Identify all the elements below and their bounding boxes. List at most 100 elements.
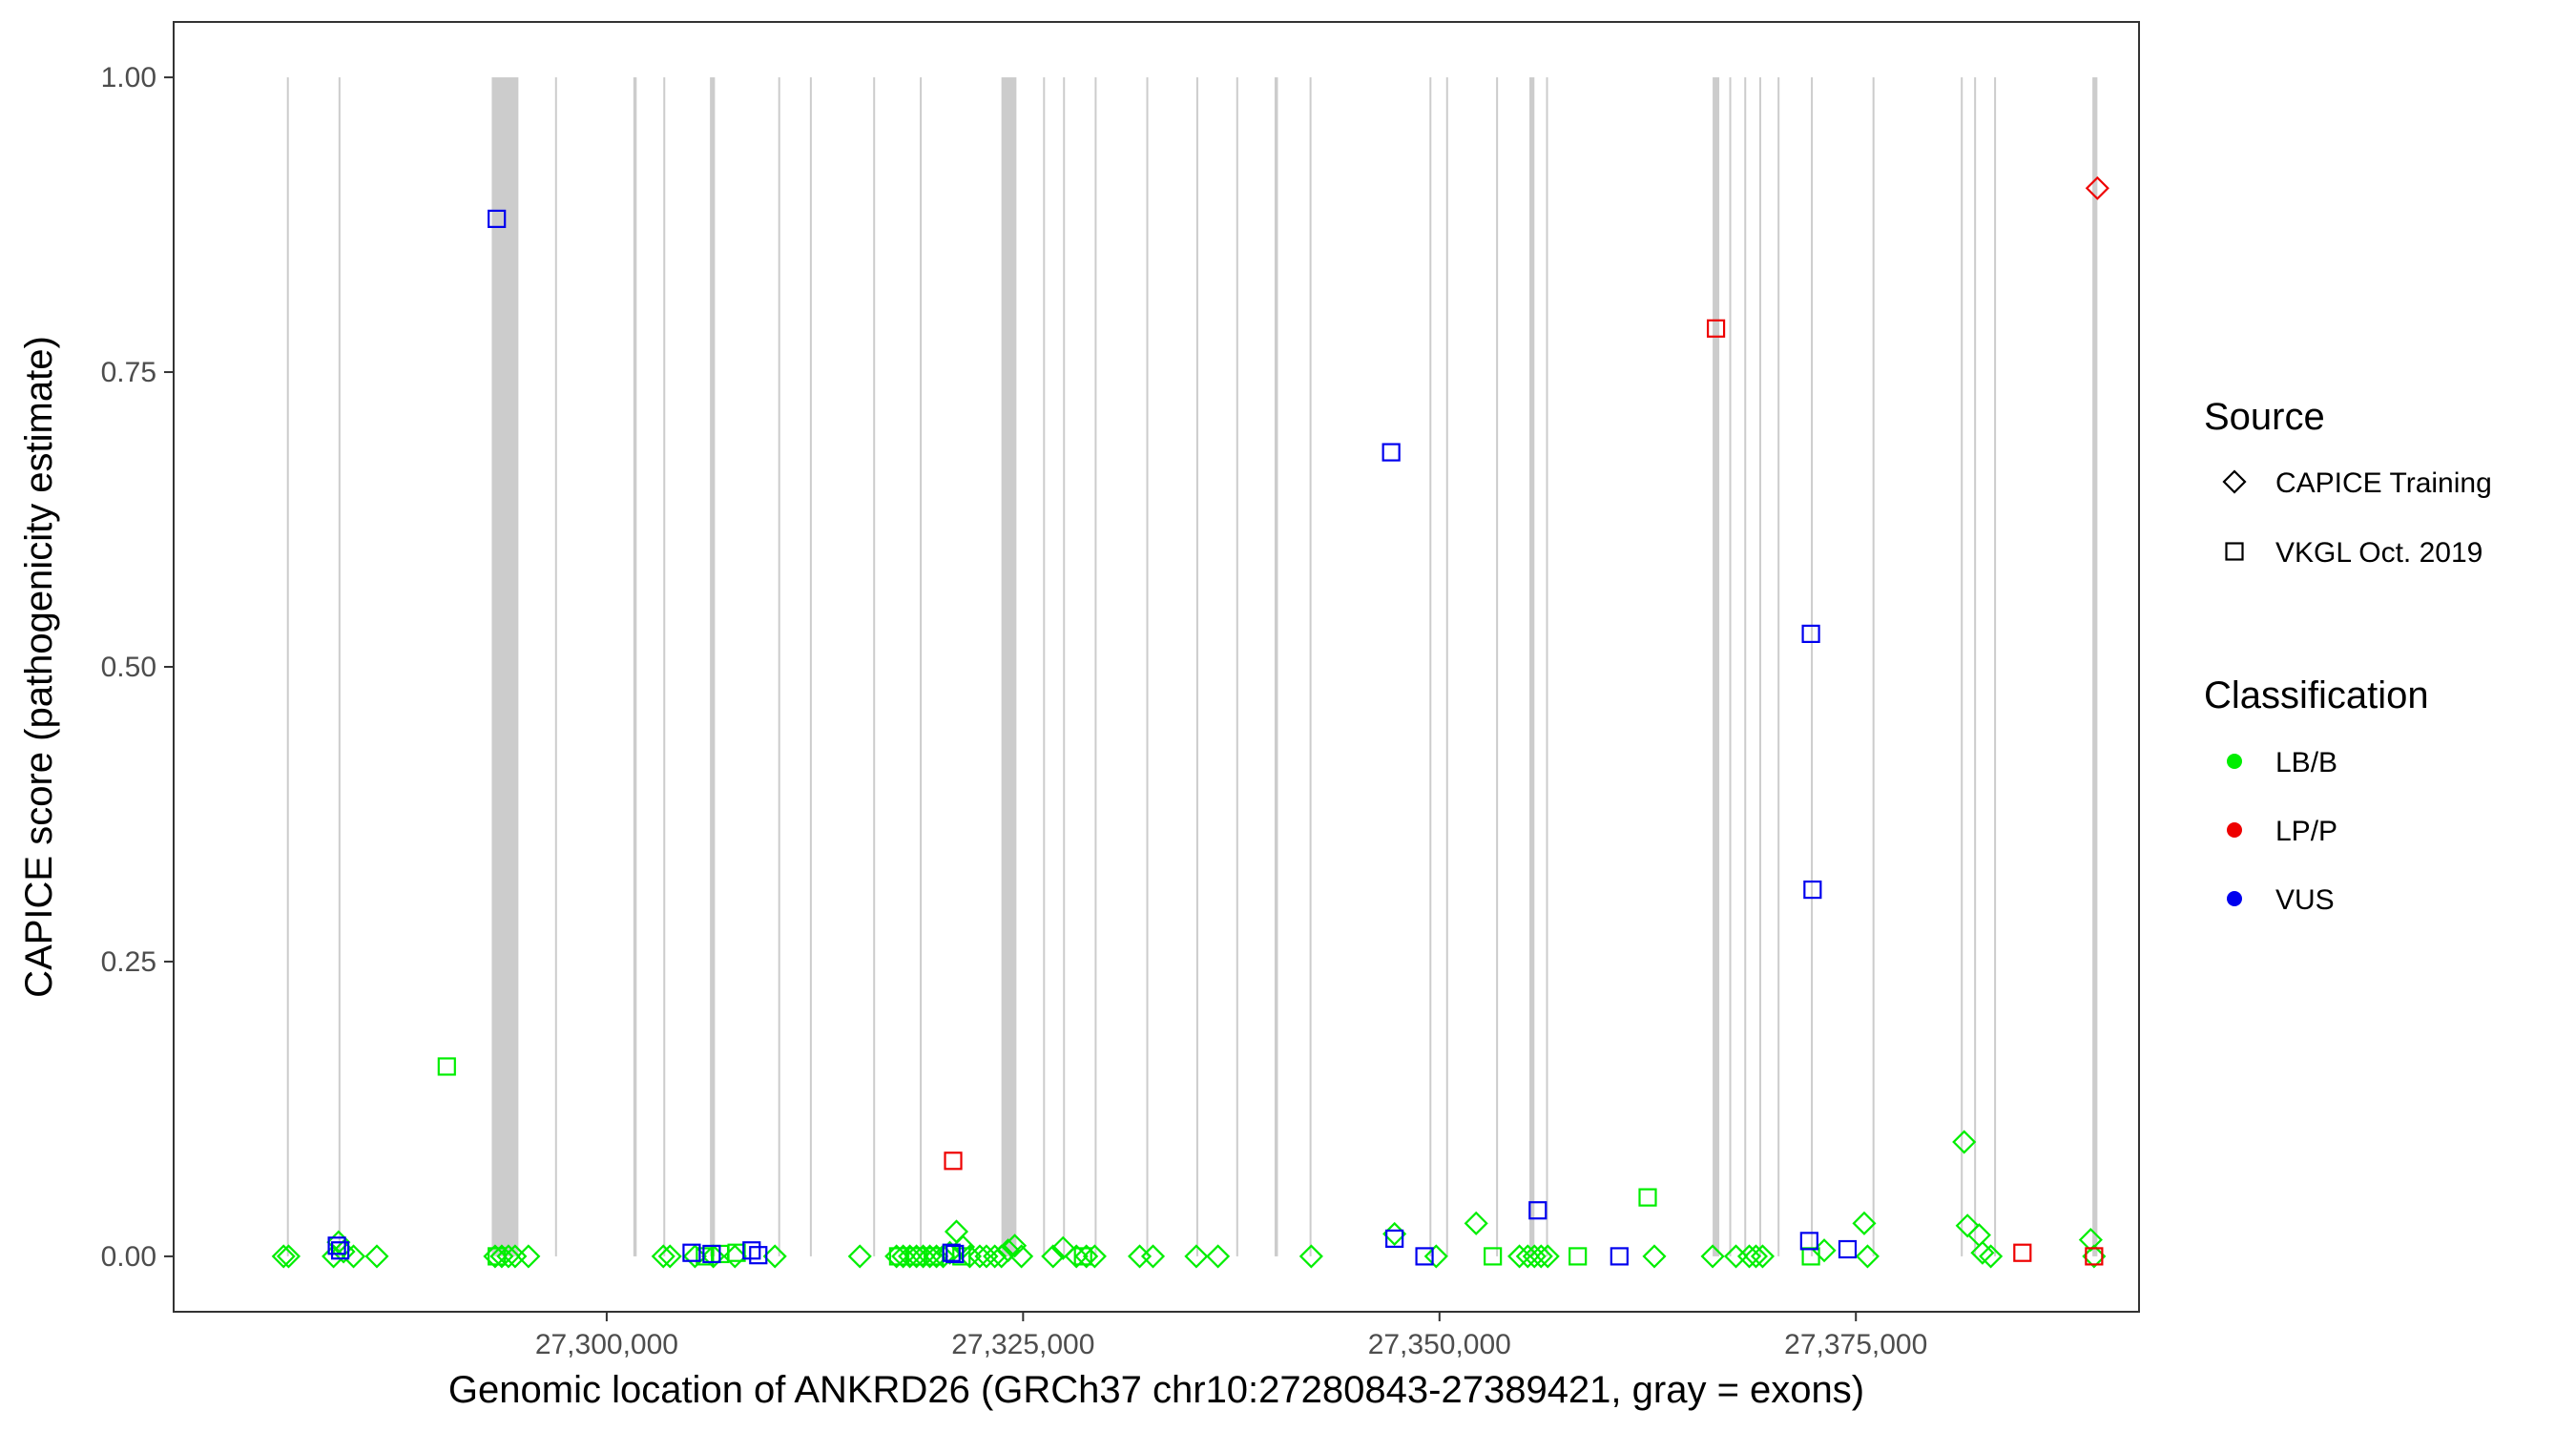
data-point <box>1838 1239 1858 1259</box>
data-point <box>682 1243 701 1262</box>
data-point <box>1642 1244 1667 1269</box>
exon-band <box>1043 77 1046 1256</box>
data-point <box>488 1247 507 1266</box>
data-point <box>1743 1244 1769 1269</box>
x-axis: 27,300,000 27,325,000 27,350,000 27,375,000 <box>535 1312 1927 1360</box>
data-point <box>1528 1244 1553 1269</box>
data-point <box>1855 1244 1880 1269</box>
data-point <box>1952 1130 1977 1154</box>
data-point <box>847 1244 872 1269</box>
data-point <box>762 1244 787 1269</box>
exon-bands <box>286 77 2098 1256</box>
data-point <box>944 1151 963 1171</box>
data-points <box>271 176 2109 1269</box>
data-point <box>1528 1201 1548 1220</box>
data-point <box>1082 1244 1107 1269</box>
data-point <box>2085 176 2109 200</box>
legend-label-source: CAPICE Training <box>2275 467 2492 499</box>
data-point <box>1009 1244 1034 1269</box>
data-point <box>2082 1244 2107 1269</box>
data-point <box>996 1238 1021 1263</box>
data-point <box>1050 1235 1075 1260</box>
y-tick-label: 1.00 <box>101 62 156 93</box>
data-point <box>952 1247 971 1266</box>
data-point <box>1140 1244 1166 1269</box>
exon-band <box>1001 77 1017 1256</box>
exon-band <box>1994 77 1997 1256</box>
data-point <box>1803 880 1822 900</box>
data-point <box>907 1247 926 1266</box>
legend-label-classification: LP/P <box>2275 816 2337 847</box>
data-point <box>1970 1240 1995 1265</box>
data-point <box>1706 319 1726 338</box>
exon-band <box>778 77 780 1256</box>
data-point <box>942 1243 961 1262</box>
data-point <box>989 1244 1014 1269</box>
x-axis-title: Genomic location of ANKRD26 (GRCh37 chr1… <box>448 1369 1864 1411</box>
legend-key-color <box>2227 891 2242 906</box>
exon-band <box>1146 77 1149 1256</box>
legend-title-source: Source <box>2204 396 2325 438</box>
y-tick-label: 0.75 <box>101 357 156 388</box>
data-point <box>1750 1244 1776 1269</box>
exon-band <box>1445 77 1448 1256</box>
legend-key-diamond <box>2222 469 2247 494</box>
data-point <box>1568 1247 1588 1266</box>
data-point <box>1415 1247 1434 1266</box>
data-point <box>1003 1234 1028 1258</box>
y-tick-label: 0.50 <box>101 652 156 683</box>
exon-band <box>2092 77 2098 1256</box>
data-point <box>1381 443 1401 462</box>
legend: Source CAPICE Training VKGL Oct. 2019 Class… <box>2204 396 2492 916</box>
data-point <box>1610 1247 1629 1266</box>
data-point <box>1074 1244 1099 1269</box>
x-tick-label: 27,375,000 <box>1784 1329 1927 1360</box>
data-point <box>488 209 507 228</box>
exon-band <box>1309 77 1312 1256</box>
y-tick-label: 0.25 <box>101 946 156 978</box>
legend-key-color <box>2227 822 2242 838</box>
data-point <box>1073 1247 1092 1266</box>
exon-band <box>1529 77 1535 1256</box>
exon-band <box>1872 77 1875 1256</box>
data-point <box>682 1244 707 1269</box>
exon-band <box>1811 77 1814 1256</box>
data-point <box>1298 1244 1323 1269</box>
data-point <box>930 1244 956 1269</box>
data-point <box>651 1244 675 1269</box>
data-point <box>1955 1213 1980 1238</box>
exon-band <box>633 77 637 1256</box>
data-point <box>742 1241 761 1260</box>
data-point <box>1041 1244 1066 1269</box>
exon-band <box>1195 77 1198 1256</box>
legend-key-color <box>2227 754 2242 769</box>
legend-key-square <box>2225 542 2244 561</box>
data-point <box>1535 1244 1560 1269</box>
data-point <box>702 1244 721 1264</box>
exon-band <box>1713 77 1720 1256</box>
data-point <box>1184 1244 1209 1269</box>
data-point <box>657 1244 682 1269</box>
data-point <box>1423 1244 1448 1269</box>
data-point <box>888 1247 908 1266</box>
exon-band <box>1974 77 1977 1256</box>
exon-band <box>1729 77 1732 1256</box>
data-point <box>364 1244 389 1269</box>
data-point <box>749 1246 768 1265</box>
exon-band <box>809 77 812 1256</box>
exon-band <box>286 77 289 1256</box>
data-point <box>341 1244 366 1269</box>
x-tick-label: 27,300,000 <box>535 1329 678 1360</box>
data-point <box>1801 624 1820 643</box>
exon-band <box>1777 77 1780 1256</box>
data-point <box>1385 1229 1404 1248</box>
data-point <box>983 1244 1008 1269</box>
exon-band <box>663 77 666 1256</box>
exon-band <box>1744 77 1747 1256</box>
data-point <box>1464 1211 1488 1235</box>
data-point <box>276 1244 301 1269</box>
data-point <box>1700 1244 1725 1269</box>
data-point <box>2085 1247 2104 1266</box>
